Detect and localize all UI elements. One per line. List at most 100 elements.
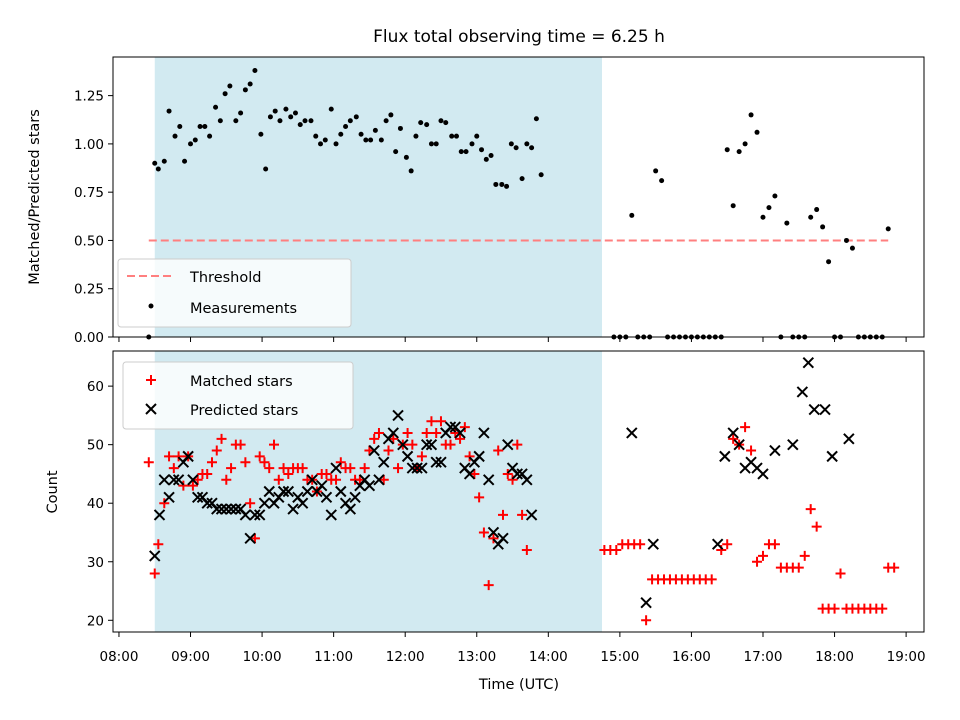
predicted-star-point [191,491,204,504]
bottom-legend-box [122,361,354,430]
measurement-point [428,141,434,147]
matched-star-point [321,468,332,479]
predicted-star-point [397,438,409,451]
measurement-point [653,168,659,174]
bottom-xtick-label: 10:00 [243,649,282,665]
measurement-point [207,133,213,139]
measurement-point [748,112,754,118]
measurement-point [172,133,178,139]
predicted-star-point [244,532,256,545]
measurement-point [724,147,730,153]
predicted-star-point [420,438,433,451]
predicted-star-point [335,485,347,498]
predicted-star-point [463,468,476,480]
matched-star-point [478,527,489,538]
measurement-point [814,207,820,213]
measurement-point [267,114,273,120]
measurement-point [766,205,772,211]
predicted-star-point [211,503,223,515]
predicted-star-point [787,438,799,451]
matched-star-point [641,615,652,626]
predicted-star-point [719,450,731,463]
matched-star-point [369,433,380,444]
measurement-point [152,160,158,166]
matched-star-point [402,427,413,438]
matched-star-point [383,445,394,456]
predicted-star-point [373,474,385,486]
measurement-point [469,141,475,147]
matched-star-point [211,445,222,456]
matched-star-point [811,521,822,532]
top-ytick-label: 0.00 [74,330,104,346]
measurement-point [483,156,489,162]
predicted-star-point [444,421,457,433]
matched-star-point [216,433,227,444]
matched-star-point [393,463,404,474]
threshold-legend-label: Threshold [189,270,261,286]
matched-star-point [249,533,260,544]
matched-star-point [269,439,280,450]
predicted-legend-marker [145,403,157,415]
matched-star-point [450,427,461,438]
measurement-point [433,141,439,147]
matched-star-point [426,416,437,427]
measurement-point [629,212,635,218]
predicted-star-point [473,450,485,463]
measurement-point [772,193,778,199]
predicted-star-point [187,474,199,486]
predicted-star-point [282,485,295,498]
measurement-point [479,147,485,153]
measurement-point [849,245,855,251]
predicted-star-point [172,474,185,486]
matched-star-point [502,468,513,479]
predicted-star-point [626,427,638,439]
bottom-ytick-label: 40 [87,496,104,512]
measurement-point [784,220,790,226]
predicted-star-point [640,597,652,609]
measurement-point [820,224,826,230]
bottom-xtick-label: 09:00 [171,649,210,665]
predicted-star-point [230,503,242,515]
predicted-star-point [301,485,314,498]
top-legend: Threshold Measurements [117,258,352,328]
matched-star-point [455,433,466,444]
measurement-point [488,152,494,158]
predicted-star-point [647,538,659,550]
measurement-point [272,108,278,114]
matched-star-point [192,474,203,485]
measurement-point [388,112,394,118]
predicted-star-point [368,444,380,457]
matched-star-point [359,463,370,474]
predicted-star-point [253,509,266,521]
predicted-star-point [378,456,390,468]
top-ytick-label: 0.75 [74,185,104,201]
measurement-point [338,131,344,137]
matched-star-point [335,457,346,468]
measurement-point [192,137,198,143]
measurement-point [378,137,384,143]
measurement-point [736,149,742,155]
measurement-point [322,137,328,143]
predicted-star-point [521,474,533,486]
predicted-star-point [843,433,855,445]
measurement-point [277,118,283,124]
matched-star-point [435,416,446,427]
measurement-point [463,149,469,155]
predicted-star-point [401,450,414,463]
predicted-star-point [525,509,538,521]
predicted-star-point [258,497,271,509]
measurement-point [343,124,349,130]
measurement-point [333,141,339,147]
measurement-point [283,106,289,112]
matched-star-point [354,474,365,485]
matched-star-point [722,539,733,550]
measurement-point [760,214,766,220]
measurement-point [302,118,308,124]
measurement-point [177,124,183,130]
bottom-xtick-label: 11:00 [314,649,353,665]
matched-legend-label: Matched stars [190,374,293,390]
measurement-point [493,181,499,187]
measurement-point [233,118,239,124]
matched-star-point [297,463,308,474]
matched-star-point [240,457,251,468]
